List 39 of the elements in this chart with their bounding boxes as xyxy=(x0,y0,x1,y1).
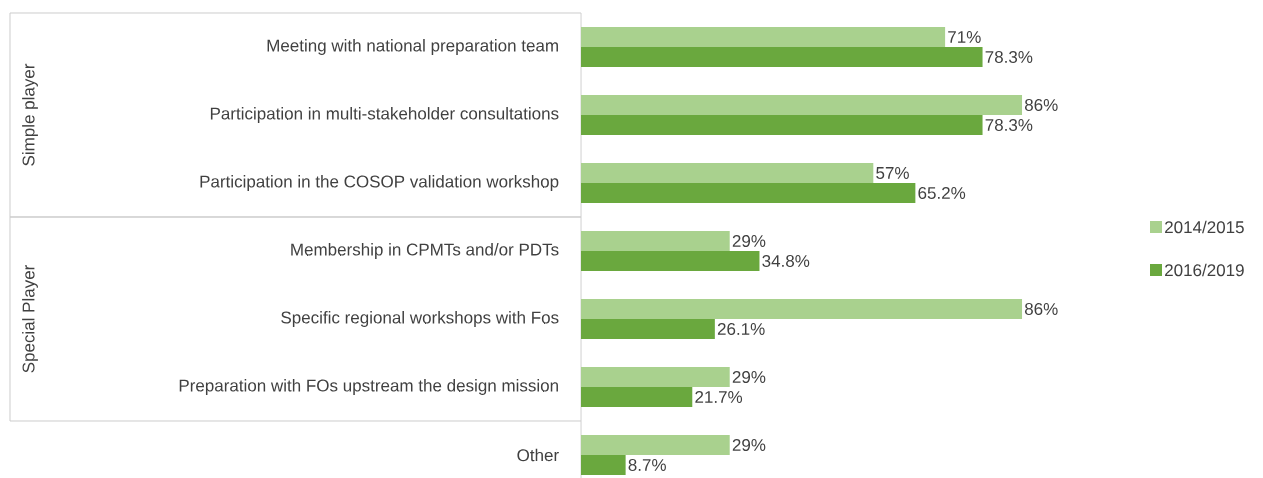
y-tick-label: Preparation with FOs upstream the design mission xyxy=(179,379,558,395)
data-label: 21.7% xyxy=(695,391,743,403)
bar xyxy=(581,454,626,475)
text: Special Player xyxy=(22,264,38,373)
y-tick-label: Meeting with national preparation team xyxy=(267,39,558,55)
bar xyxy=(581,366,730,387)
data-label: 78.3% xyxy=(985,118,1033,132)
y-tick-label: Participation in multi-stakeholder consultations xyxy=(210,107,559,123)
y-tick-label: Other xyxy=(517,448,559,462)
bar xyxy=(581,26,946,47)
data-label: 57% xyxy=(876,167,909,179)
text: Simple player xyxy=(22,63,38,166)
bar xyxy=(581,386,693,407)
bar xyxy=(581,114,983,135)
y-tick-label: Specific regional workshops with Fos xyxy=(281,311,559,327)
bar xyxy=(581,162,874,183)
bar xyxy=(581,434,730,455)
bar xyxy=(581,182,916,203)
data-label: 8.7% xyxy=(628,458,666,472)
bar xyxy=(581,250,760,271)
data-label: 29% xyxy=(732,234,766,248)
legend-label: 2014/2015 xyxy=(1165,220,1244,234)
bar xyxy=(581,94,1023,115)
bar xyxy=(581,46,983,67)
data-label: 26.1% xyxy=(717,322,765,336)
data-label: 65.2% xyxy=(918,186,966,200)
data-label: 29% xyxy=(732,370,766,384)
data-label: 71% xyxy=(948,31,981,43)
bar xyxy=(581,230,730,251)
data-label: 34.8% xyxy=(762,254,810,268)
bar xyxy=(581,318,715,339)
y-tick-label: Membership in CPMTs and/or PDTs xyxy=(291,243,559,259)
data-label: 86% xyxy=(1024,302,1058,316)
data-label: 78.3% xyxy=(985,50,1033,64)
y-tick-label: Participation in the COSOP validation workshop xyxy=(200,175,559,191)
data-label: 86% xyxy=(1024,98,1058,112)
data-label: 29% xyxy=(732,438,766,452)
bar xyxy=(581,298,1023,319)
legend-label: 2016/2019 xyxy=(1165,263,1244,277)
